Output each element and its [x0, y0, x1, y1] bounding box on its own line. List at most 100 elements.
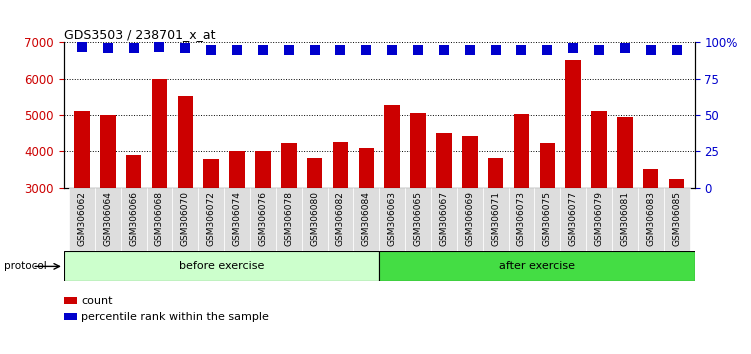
Bar: [669, 179, 684, 188]
Bar: [146, 188, 173, 251]
Text: GSM306074: GSM306074: [233, 191, 242, 246]
Text: GSM306081: GSM306081: [620, 191, 629, 246]
Point: [205, 47, 217, 53]
Text: GSM306082: GSM306082: [336, 191, 345, 246]
Point: [257, 47, 269, 53]
Bar: [281, 143, 297, 188]
Bar: [354, 188, 379, 251]
Bar: [410, 113, 426, 188]
Bar: [276, 188, 302, 251]
Bar: [302, 188, 327, 251]
Text: GSM306075: GSM306075: [543, 191, 552, 246]
Text: GSM306069: GSM306069: [465, 191, 474, 246]
Bar: [250, 188, 276, 251]
Point: [334, 47, 346, 53]
Bar: [126, 155, 141, 188]
Bar: [586, 188, 612, 251]
Point: [76, 44, 88, 50]
Bar: [229, 150, 245, 188]
Text: GSM306072: GSM306072: [207, 191, 216, 246]
Bar: [100, 115, 116, 188]
Point: [309, 47, 321, 53]
Bar: [327, 188, 354, 251]
Bar: [69, 188, 95, 251]
Bar: [64, 251, 379, 281]
Text: GDS3503 / 238701_x_at: GDS3503 / 238701_x_at: [64, 28, 216, 41]
Bar: [385, 105, 400, 188]
Bar: [177, 96, 193, 188]
Bar: [566, 59, 581, 188]
Bar: [173, 188, 198, 251]
Point: [438, 47, 450, 53]
Text: GSM306062: GSM306062: [77, 191, 86, 246]
Point: [541, 47, 553, 53]
Bar: [483, 188, 508, 251]
Point: [386, 47, 398, 53]
Text: GSM306071: GSM306071: [491, 191, 500, 246]
Text: GSM306083: GSM306083: [646, 191, 655, 246]
Bar: [436, 133, 451, 188]
Bar: [560, 188, 586, 251]
Bar: [198, 188, 224, 251]
Bar: [152, 80, 167, 188]
Bar: [488, 158, 503, 188]
Point: [153, 44, 165, 50]
Bar: [664, 188, 689, 251]
Bar: [638, 188, 664, 251]
Text: GSM306063: GSM306063: [388, 191, 397, 246]
Text: GSM306064: GSM306064: [104, 191, 113, 246]
Bar: [591, 112, 607, 188]
Point: [128, 45, 140, 51]
Bar: [539, 143, 555, 188]
Bar: [431, 188, 457, 251]
Text: GSM306067: GSM306067: [439, 191, 448, 246]
Bar: [95, 188, 121, 251]
Point: [567, 45, 579, 51]
Bar: [74, 111, 89, 188]
Point: [644, 47, 656, 53]
Text: GSM306080: GSM306080: [310, 191, 319, 246]
Text: GSM306084: GSM306084: [362, 191, 371, 246]
Bar: [508, 188, 535, 251]
Bar: [617, 116, 632, 188]
Point: [515, 47, 527, 53]
Bar: [514, 114, 529, 188]
Bar: [379, 251, 695, 281]
Text: after exercise: after exercise: [499, 261, 575, 272]
Bar: [121, 188, 146, 251]
Bar: [612, 188, 638, 251]
Point: [283, 47, 295, 53]
Text: GSM306076: GSM306076: [258, 191, 267, 246]
Text: GSM306079: GSM306079: [595, 191, 604, 246]
Text: GSM306085: GSM306085: [672, 191, 681, 246]
Point: [179, 45, 192, 51]
Bar: [358, 148, 374, 188]
Bar: [333, 142, 348, 188]
Text: GSM306073: GSM306073: [517, 191, 526, 246]
Bar: [405, 188, 431, 251]
Point: [593, 47, 605, 53]
Bar: [643, 169, 659, 188]
Text: percentile rank within the sample: percentile rank within the sample: [81, 312, 269, 322]
Text: count: count: [81, 296, 113, 306]
Text: GSM306065: GSM306065: [414, 191, 423, 246]
Bar: [535, 188, 560, 251]
Point: [360, 47, 372, 53]
Bar: [307, 158, 322, 188]
Point: [463, 47, 475, 53]
Point: [671, 47, 683, 53]
Text: GSM306078: GSM306078: [285, 191, 294, 246]
Bar: [462, 136, 478, 188]
Point: [231, 47, 243, 53]
Text: protocol: protocol: [4, 261, 47, 272]
Bar: [255, 152, 270, 188]
Point: [619, 45, 631, 51]
Text: GSM306066: GSM306066: [129, 191, 138, 246]
Text: GSM306070: GSM306070: [181, 191, 190, 246]
Bar: [224, 188, 250, 251]
Text: GSM306068: GSM306068: [155, 191, 164, 246]
Bar: [204, 159, 219, 188]
Point: [490, 47, 502, 53]
Point: [102, 45, 114, 51]
Text: before exercise: before exercise: [179, 261, 264, 272]
